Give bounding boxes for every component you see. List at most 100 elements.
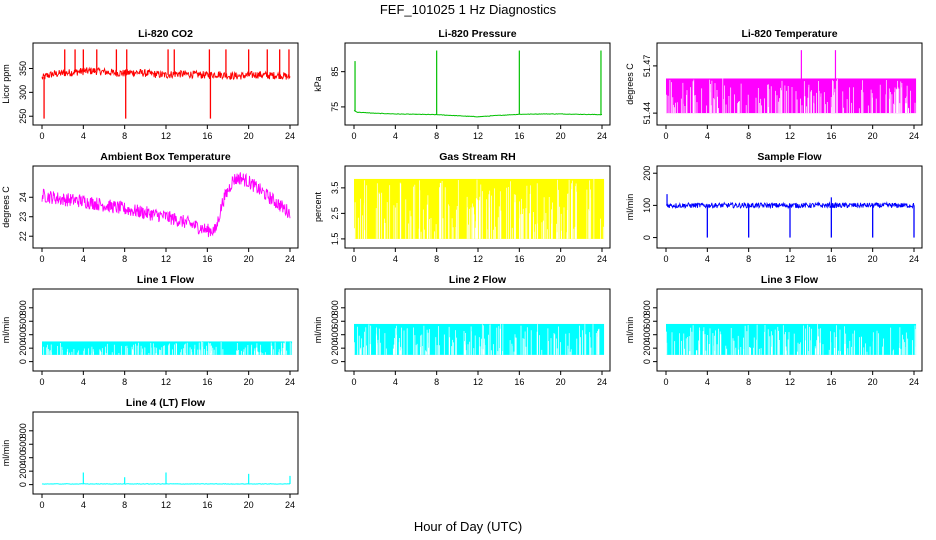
x-tick-label: 4	[393, 254, 398, 264]
x-tick-label: 24	[285, 500, 295, 510]
y-tick-label: 200	[18, 341, 28, 356]
y-tick-label: 0	[642, 235, 652, 240]
x-tick-label: 12	[785, 131, 795, 141]
x-tick-label: 12	[161, 131, 171, 141]
data-layer	[41, 172, 291, 238]
y-tick-label: 85	[330, 67, 340, 77]
y-axis-label: ml/min	[625, 194, 635, 221]
x-tick-label: 16	[202, 500, 212, 510]
series-gaps	[666, 324, 916, 355]
x-tick-label: 16	[514, 131, 524, 141]
x-tick-label: 24	[909, 131, 919, 141]
x-tick-label: 20	[868, 131, 878, 141]
y-tick-label: 0	[18, 359, 28, 364]
x-tick-label: 20	[244, 500, 254, 510]
panel-title: Li-820 Temperature	[741, 28, 837, 40]
plot-frame	[32, 42, 299, 126]
x-tick-label: 16	[826, 254, 836, 264]
x-tick-label: 4	[705, 254, 710, 264]
x-tick-label: 0	[39, 500, 44, 510]
y-tick-label: 75	[330, 102, 340, 112]
x-tick-label: 20	[556, 254, 566, 264]
x-tick-label: 20	[244, 254, 254, 264]
x-tick-label: 0	[351, 377, 356, 387]
figure-title: FEF_101025 1 Hz Diagnostics	[380, 2, 557, 17]
y-axis-label: ml/min	[1, 440, 11, 467]
plot-frame	[32, 165, 299, 249]
series-band	[666, 78, 917, 114]
panel-title: Sample Flow	[757, 151, 822, 163]
chart-panel: Line 3 Flow ml/min 0 4 8 12 16 20 24 0 20040060080…	[625, 274, 923, 387]
y-tick-label: 0	[18, 482, 28, 487]
x-tick-label: 20	[556, 131, 566, 141]
y-tick-label: 3.5	[330, 182, 340, 195]
chart-panel: Li-820 CO2 Licor ppm 0 4 8 12 16 20 24 250 300 350	[1, 28, 299, 141]
x-tick-label: 20	[244, 131, 254, 141]
x-tick-label: 24	[909, 377, 919, 387]
x-tick-label: 4	[81, 131, 86, 141]
data-layer	[354, 178, 605, 239]
panel-title: Ambient Box Temperature	[100, 151, 231, 163]
x-tick-label: 24	[285, 254, 295, 264]
x-tick-label: 12	[473, 377, 483, 387]
chart-panel: Gas Stream RH percent 0 4 8 12 16 20 24 1.5 2.5 3.5	[313, 151, 611, 264]
x-tick-label: 24	[285, 131, 295, 141]
x-tick-label: 0	[663, 377, 668, 387]
y-tick-label: 600	[330, 314, 340, 329]
x-tick-label: 8	[122, 254, 127, 264]
x-tick-label: 8	[746, 254, 751, 264]
series-line	[353, 110, 603, 118]
y-tick-label: 23	[18, 212, 28, 222]
y-tick-label: 600	[18, 314, 28, 329]
y-tick-label: 24	[18, 192, 28, 202]
plot-frame	[32, 288, 299, 372]
y-tick-label: 400	[642, 327, 652, 342]
chart-panel: Line 1 Flow ml/min 0 4 8 12 16 20 24 0 20040060080…	[1, 274, 299, 387]
x-tick-label: 12	[473, 131, 483, 141]
y-tick-label: 100	[642, 198, 652, 213]
x-tick-label: 20	[868, 254, 878, 264]
x-tick-label: 24	[285, 377, 295, 387]
x-tick-label: 16	[202, 131, 212, 141]
panel-title: Li-820 CO2	[138, 28, 193, 40]
chart-panel: Sample Flow ml/min 0 4 8 12 16 20 24 0 100 200	[625, 151, 923, 264]
panel-title: Line 2 Flow	[449, 274, 507, 286]
y-tick-label: 600	[642, 314, 652, 329]
y-tick-label: 400	[330, 327, 340, 342]
y-tick-label: 200	[18, 464, 28, 479]
y-axis-label: Licor ppm	[1, 64, 11, 104]
x-tick-label: 16	[826, 131, 836, 141]
x-tick-label: 4	[393, 377, 398, 387]
y-axis-label: percent	[313, 191, 323, 222]
x-tick-label: 4	[81, 377, 86, 387]
y-axis-label: degrees C	[625, 63, 635, 105]
series-line	[41, 172, 291, 238]
y-tick-label: 22	[18, 231, 28, 241]
x-tick-label: 8	[434, 131, 439, 141]
y-axis-label: ml/min	[1, 317, 11, 344]
x-tick-label: 16	[202, 377, 212, 387]
x-tick-label: 4	[705, 131, 710, 141]
data-layer	[41, 472, 291, 485]
x-tick-label: 12	[161, 377, 171, 387]
x-tick-label: 8	[122, 131, 127, 141]
data-layer	[353, 50, 603, 118]
panel-title: Line 4 (LT) Flow	[126, 397, 206, 409]
y-axis-label: kPa	[313, 76, 323, 92]
y-tick-label: 400	[18, 450, 28, 465]
x-tick-label: 20	[868, 377, 878, 387]
figure-x-axis-title: Hour of Day (UTC)	[414, 519, 522, 534]
panel-title: Line 3 Flow	[761, 274, 819, 286]
y-tick-label: 350	[18, 61, 28, 76]
x-tick-label: 0	[351, 131, 356, 141]
series-gaps	[354, 324, 600, 355]
y-tick-label: 0	[642, 359, 652, 364]
x-tick-label: 8	[746, 131, 751, 141]
y-tick-label: 800	[330, 300, 340, 315]
y-tick-label: 800	[18, 300, 28, 315]
y-tick-label: 400	[18, 327, 28, 342]
x-tick-label: 0	[663, 131, 668, 141]
plot-frame	[344, 42, 611, 126]
